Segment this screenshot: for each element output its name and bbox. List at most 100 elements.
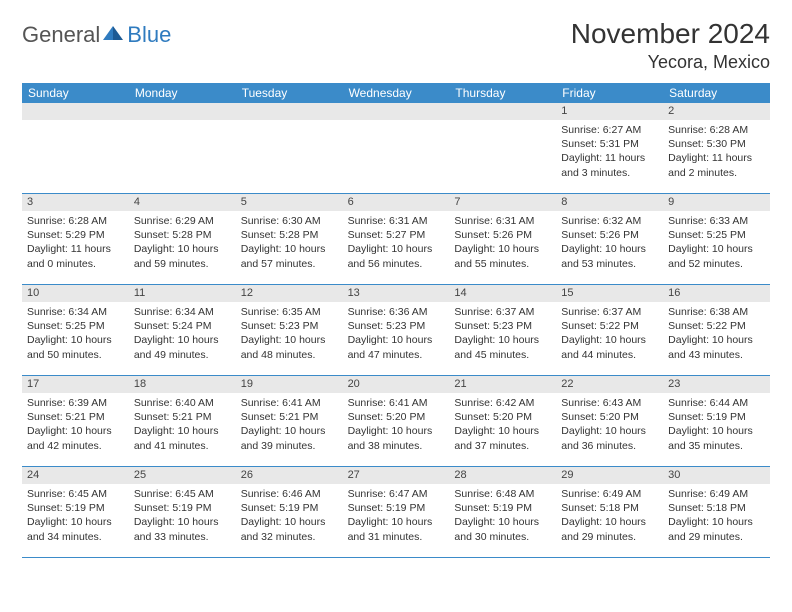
- sunrise-text: Sunrise: 6:46 AM: [241, 487, 338, 501]
- day-details: Sunrise: 6:28 AMSunset: 5:30 PMDaylight:…: [663, 120, 770, 182]
- day-number: [343, 103, 450, 120]
- day-cell: [236, 103, 343, 193]
- day-cell: [449, 103, 556, 193]
- day-details: Sunrise: 6:47 AMSunset: 5:19 PMDaylight:…: [343, 484, 450, 546]
- sunset-text: Sunset: 5:29 PM: [27, 228, 124, 242]
- daylight-text: Daylight: 11 hours and 0 minutes.: [27, 242, 124, 270]
- day-cell: 12Sunrise: 6:35 AMSunset: 5:23 PMDayligh…: [236, 285, 343, 375]
- daylight-text: Daylight: 10 hours and 47 minutes.: [348, 333, 445, 361]
- day-details: Sunrise: 6:46 AMSunset: 5:19 PMDaylight:…: [236, 484, 343, 546]
- dow-monday: Monday: [129, 83, 236, 103]
- day-cell: 26Sunrise: 6:46 AMSunset: 5:19 PMDayligh…: [236, 467, 343, 557]
- daylight-text: Daylight: 10 hours and 49 minutes.: [134, 333, 231, 361]
- week-row: 3Sunrise: 6:28 AMSunset: 5:29 PMDaylight…: [22, 194, 770, 285]
- day-of-week-row: Sunday Monday Tuesday Wednesday Thursday…: [22, 83, 770, 103]
- day-cell: 5Sunrise: 6:30 AMSunset: 5:28 PMDaylight…: [236, 194, 343, 284]
- sunrise-text: Sunrise: 6:42 AM: [454, 396, 551, 410]
- day-cell: 28Sunrise: 6:48 AMSunset: 5:19 PMDayligh…: [449, 467, 556, 557]
- sunset-text: Sunset: 5:21 PM: [27, 410, 124, 424]
- day-number: 11: [129, 285, 236, 302]
- daylight-text: Daylight: 11 hours and 3 minutes.: [561, 151, 658, 179]
- day-cell: 27Sunrise: 6:47 AMSunset: 5:19 PMDayligh…: [343, 467, 450, 557]
- logo-word2: Blue: [127, 22, 171, 48]
- sunset-text: Sunset: 5:28 PM: [134, 228, 231, 242]
- sunrise-text: Sunrise: 6:45 AM: [134, 487, 231, 501]
- daylight-text: Daylight: 10 hours and 39 minutes.: [241, 424, 338, 452]
- sunrise-text: Sunrise: 6:34 AM: [134, 305, 231, 319]
- sunset-text: Sunset: 5:20 PM: [561, 410, 658, 424]
- day-number: 13: [343, 285, 450, 302]
- day-number: 19: [236, 376, 343, 393]
- daylight-text: Daylight: 10 hours and 30 minutes.: [454, 515, 551, 543]
- day-details: Sunrise: 6:44 AMSunset: 5:19 PMDaylight:…: [663, 393, 770, 455]
- day-number: [22, 103, 129, 120]
- day-cell: 3Sunrise: 6:28 AMSunset: 5:29 PMDaylight…: [22, 194, 129, 284]
- sunset-text: Sunset: 5:19 PM: [348, 501, 445, 515]
- day-number: 4: [129, 194, 236, 211]
- day-details: Sunrise: 6:29 AMSunset: 5:28 PMDaylight:…: [129, 211, 236, 273]
- daylight-text: Daylight: 10 hours and 34 minutes.: [27, 515, 124, 543]
- day-details: Sunrise: 6:45 AMSunset: 5:19 PMDaylight:…: [129, 484, 236, 546]
- daylight-text: Daylight: 10 hours and 56 minutes.: [348, 242, 445, 270]
- sunset-text: Sunset: 5:22 PM: [561, 319, 658, 333]
- daylight-text: Daylight: 10 hours and 36 minutes.: [561, 424, 658, 452]
- day-cell: [129, 103, 236, 193]
- sunrise-text: Sunrise: 6:49 AM: [668, 487, 765, 501]
- sunrise-text: Sunrise: 6:29 AM: [134, 214, 231, 228]
- dow-thursday: Thursday: [449, 83, 556, 103]
- day-number: 12: [236, 285, 343, 302]
- dow-wednesday: Wednesday: [343, 83, 450, 103]
- day-number: 7: [449, 194, 556, 211]
- day-cell: 16Sunrise: 6:38 AMSunset: 5:22 PMDayligh…: [663, 285, 770, 375]
- location-label: Yecora, Mexico: [571, 52, 770, 73]
- daylight-text: Daylight: 10 hours and 38 minutes.: [348, 424, 445, 452]
- day-details: Sunrise: 6:41 AMSunset: 5:20 PMDaylight:…: [343, 393, 450, 455]
- sunset-text: Sunset: 5:19 PM: [27, 501, 124, 515]
- day-number: 24: [22, 467, 129, 484]
- day-details: Sunrise: 6:38 AMSunset: 5:22 PMDaylight:…: [663, 302, 770, 364]
- day-number: 17: [22, 376, 129, 393]
- day-number: 22: [556, 376, 663, 393]
- day-cell: 10Sunrise: 6:34 AMSunset: 5:25 PMDayligh…: [22, 285, 129, 375]
- day-cell: 22Sunrise: 6:43 AMSunset: 5:20 PMDayligh…: [556, 376, 663, 466]
- sunset-text: Sunset: 5:24 PM: [134, 319, 231, 333]
- dow-friday: Friday: [556, 83, 663, 103]
- day-details: Sunrise: 6:48 AMSunset: 5:19 PMDaylight:…: [449, 484, 556, 546]
- daylight-text: Daylight: 10 hours and 37 minutes.: [454, 424, 551, 452]
- weeks-container: 1Sunrise: 6:27 AMSunset: 5:31 PMDaylight…: [22, 103, 770, 558]
- day-cell: 7Sunrise: 6:31 AMSunset: 5:26 PMDaylight…: [449, 194, 556, 284]
- day-details: Sunrise: 6:36 AMSunset: 5:23 PMDaylight:…: [343, 302, 450, 364]
- sunset-text: Sunset: 5:26 PM: [454, 228, 551, 242]
- daylight-text: Daylight: 10 hours and 31 minutes.: [348, 515, 445, 543]
- day-number: 18: [129, 376, 236, 393]
- sunrise-text: Sunrise: 6:45 AM: [27, 487, 124, 501]
- day-cell: 9Sunrise: 6:33 AMSunset: 5:25 PMDaylight…: [663, 194, 770, 284]
- sunset-text: Sunset: 5:27 PM: [348, 228, 445, 242]
- dow-sunday: Sunday: [22, 83, 129, 103]
- day-cell: 18Sunrise: 6:40 AMSunset: 5:21 PMDayligh…: [129, 376, 236, 466]
- day-cell: [22, 103, 129, 193]
- sunset-text: Sunset: 5:23 PM: [348, 319, 445, 333]
- sunrise-text: Sunrise: 6:44 AM: [668, 396, 765, 410]
- daylight-text: Daylight: 10 hours and 53 minutes.: [561, 242, 658, 270]
- day-cell: 13Sunrise: 6:36 AMSunset: 5:23 PMDayligh…: [343, 285, 450, 375]
- day-cell: 4Sunrise: 6:29 AMSunset: 5:28 PMDaylight…: [129, 194, 236, 284]
- sunset-text: Sunset: 5:19 PM: [134, 501, 231, 515]
- daylight-text: Daylight: 10 hours and 55 minutes.: [454, 242, 551, 270]
- daylight-text: Daylight: 10 hours and 48 minutes.: [241, 333, 338, 361]
- day-cell: 17Sunrise: 6:39 AMSunset: 5:21 PMDayligh…: [22, 376, 129, 466]
- day-number: 3: [22, 194, 129, 211]
- daylight-text: Daylight: 10 hours and 29 minutes.: [561, 515, 658, 543]
- week-row: 10Sunrise: 6:34 AMSunset: 5:25 PMDayligh…: [22, 285, 770, 376]
- daylight-text: Daylight: 10 hours and 50 minutes.: [27, 333, 124, 361]
- sunrise-text: Sunrise: 6:31 AM: [348, 214, 445, 228]
- day-cell: 14Sunrise: 6:37 AMSunset: 5:23 PMDayligh…: [449, 285, 556, 375]
- day-cell: 1Sunrise: 6:27 AMSunset: 5:31 PMDaylight…: [556, 103, 663, 193]
- day-cell: 11 Sunrise: 6:34 AMSunset: 5:24 PMDayligh…: [129, 285, 236, 375]
- day-number: 6: [343, 194, 450, 211]
- sunrise-text: Sunrise: 6:28 AM: [668, 123, 765, 137]
- day-details: Sunrise: 6:43 AMSunset: 5:20 PMDaylight:…: [556, 393, 663, 455]
- sunset-text: Sunset: 5:22 PM: [668, 319, 765, 333]
- sunset-text: Sunset: 5:21 PM: [134, 410, 231, 424]
- daylight-text: Daylight: 10 hours and 35 minutes.: [668, 424, 765, 452]
